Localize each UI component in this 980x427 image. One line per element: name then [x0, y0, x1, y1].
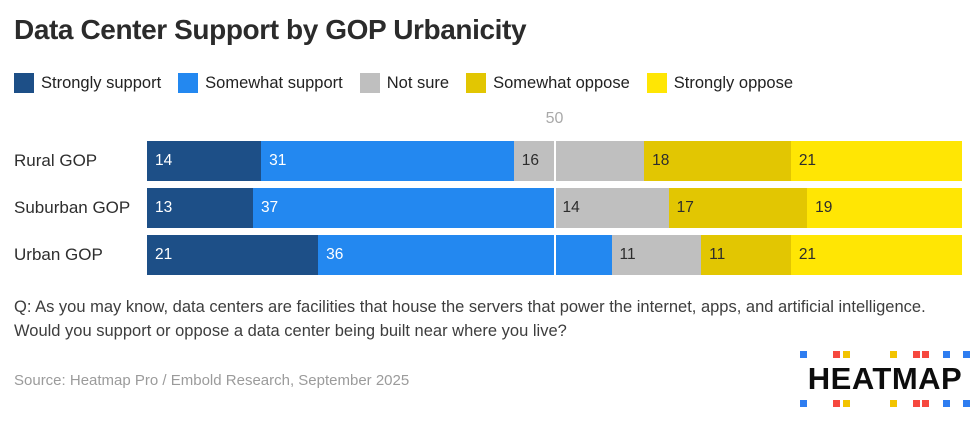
segment-value-label: 19 — [815, 199, 833, 216]
legend-swatch-strongly-support — [14, 73, 34, 93]
bar-segment-strongly-oppose: 19 — [807, 188, 962, 228]
segment-value-label: 17 — [676, 199, 694, 216]
axis-tick-label-50: 50 — [545, 110, 564, 127]
legend: Strongly support Somewhat support Not sure… — [14, 73, 793, 93]
bar-segment-strongly-support: 14 — [147, 141, 262, 181]
logo-square-blue — [963, 400, 970, 407]
heatmap-logo: HEATMAP — [795, 351, 975, 407]
row-label: Rural GOP — [14, 151, 98, 170]
bar-suburban-gop: 13 37 14 17 19 — [147, 188, 962, 228]
stacked-bar-chart: 50 Rural GOP 14 31 16 18 21 Suburban GOP 13 37 14… — [0, 110, 980, 280]
question-text: Q: As you may know, data centers are fac… — [14, 298, 926, 340]
legend-label: Strongly support — [41, 73, 162, 92]
segment-value-label: 14 — [562, 199, 580, 216]
logo-square-red — [922, 351, 929, 358]
chart-title: Data Center Support by GOP Urbanicity — [14, 14, 527, 45]
bar-segment-somewhat-oppose: 17 — [668, 188, 808, 228]
legend-item-somewhat-oppose: Somewhat oppose — [466, 73, 630, 93]
logo-square-yellow — [890, 400, 897, 407]
bar-segment-not-sure: 16 — [513, 141, 645, 181]
segment-value-label: 21 — [798, 152, 817, 169]
bar-segment-somewhat-support: 36 — [318, 235, 612, 275]
bar-rural-gop: 14 31 16 18 21 — [147, 141, 962, 181]
logo-square-blue — [800, 400, 807, 407]
segment-value-label: 36 — [326, 246, 344, 263]
bar-segment-not-sure: 11 — [611, 235, 702, 275]
logo-square-red — [913, 400, 920, 407]
legend-item-somewhat-support: Somewhat support — [178, 73, 343, 93]
chart-row-suburban-gop: Suburban GOP 13 37 14 17 19 — [0, 188, 980, 228]
row-label: Suburban GOP — [14, 198, 131, 217]
logo-squares-top — [795, 351, 975, 358]
segment-value-label: 11 — [619, 246, 636, 263]
bar-segment-somewhat-oppose: 18 — [644, 141, 791, 181]
segment-value-label: 16 — [521, 152, 539, 169]
logo-wordmark: HEATMAP — [807, 361, 963, 396]
segment-value-label: 11 — [709, 246, 726, 263]
legend-label: Not sure — [386, 73, 450, 92]
logo-square-blue — [963, 351, 970, 358]
gridline-50 — [553, 141, 556, 275]
segment-value-label: 21 — [798, 246, 817, 263]
legend-item-strongly-support: Strongly support — [14, 73, 161, 93]
bar-segment-somewhat-support: 37 — [252, 188, 555, 228]
logo-square-red — [922, 400, 929, 407]
logo-square-blue — [943, 351, 950, 358]
legend-label: Somewhat support — [205, 73, 343, 92]
logo-square-red — [833, 400, 840, 407]
source-text: Source: Heatmap Pro / Embold Research, S… — [14, 372, 410, 389]
logo-square-yellow — [843, 400, 850, 407]
logo-square-yellow — [890, 351, 897, 358]
logo-square-blue — [943, 400, 950, 407]
bar-segment-somewhat-oppose: 11 — [701, 235, 791, 275]
chart-row-urban-gop: Urban GOP 21 36 11 11 21 — [0, 235, 980, 275]
bar-segment-strongly-support: 13 — [147, 188, 253, 228]
chart-rows: Rural GOP 14 31 16 18 21 Suburban GOP 13 37 14 17 1… — [0, 141, 980, 282]
bar-segment-somewhat-support: 31 — [261, 141, 514, 181]
segment-value-label: 14 — [155, 152, 173, 169]
segment-value-label: 18 — [652, 152, 670, 169]
bar-urban-gop: 21 36 11 11 21 — [147, 235, 962, 275]
segment-value-label: 31 — [269, 152, 287, 169]
legend-label: Strongly oppose — [673, 73, 794, 92]
logo-square-yellow — [843, 351, 850, 358]
row-label: Urban GOP — [14, 245, 103, 264]
legend-swatch-strongly-oppose — [646, 73, 667, 93]
legend-item-not-sure: Not sure — [359, 73, 450, 93]
legend-swatch-somewhat-oppose — [466, 73, 487, 93]
bar-segment-strongly-oppose: 21 — [790, 235, 962, 275]
bar-segment-not-sure: 14 — [554, 188, 669, 228]
segment-value-label: 37 — [260, 199, 279, 216]
segment-value-label: 13 — [155, 199, 173, 216]
chart-row-rural-gop: Rural GOP 14 31 16 18 21 — [0, 141, 980, 181]
legend-label: Somewhat oppose — [493, 73, 630, 92]
legend-swatch-not-sure — [359, 73, 380, 93]
legend-item-strongly-oppose: Strongly oppose — [646, 73, 794, 93]
segment-value-label: 21 — [155, 246, 173, 263]
logo-squares-bottom — [795, 400, 975, 407]
logo-square-blue — [800, 351, 807, 358]
bar-segment-strongly-support: 21 — [147, 235, 319, 275]
logo-square-red — [913, 351, 920, 358]
logo-square-red — [833, 351, 840, 358]
legend-swatch-somewhat-support — [178, 73, 199, 93]
bar-segment-strongly-oppose: 21 — [790, 141, 962, 181]
